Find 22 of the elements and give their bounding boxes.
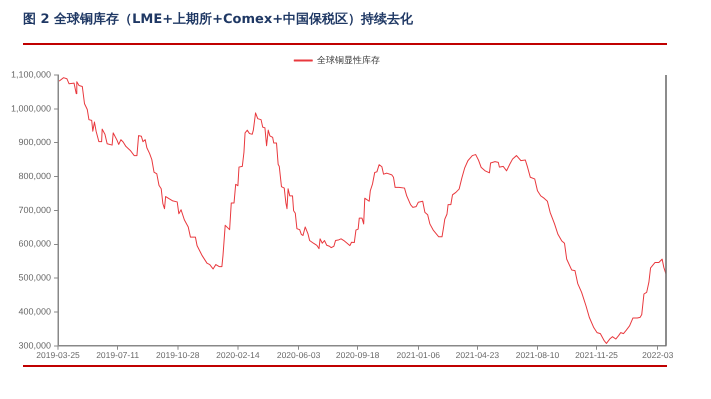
y-tick-label: 1,100,000 (10, 69, 52, 80)
x-tick-label: 2020-06-03 (276, 350, 321, 360)
chart-title: 图 2 全球铜库存（LME+上期所+Comex+中国保税区）持续去化 (23, 10, 414, 28)
x-tick-label: 2019-10-28 (156, 350, 200, 360)
x-tick-label: 2021-08-10 (516, 350, 560, 360)
x-tick-label: 2021-11-25 (575, 350, 618, 360)
legend-label: 全球铜显性库存 (316, 54, 380, 66)
y-tick-label: 300,000 (18, 340, 52, 350)
x-tick-label: 2020-02-14 (216, 350, 260, 360)
x-tick-label: 2021-04-23 (456, 350, 500, 360)
y-tick-label: 800,000 (18, 171, 52, 182)
x-tick-label: 2020-09-18 (336, 350, 380, 360)
x-tick-label: 2019-07-11 (96, 350, 140, 360)
y-tick-label: 400,000 (18, 306, 52, 316)
x-tick-label: 2019-03-25 (36, 350, 80, 360)
x-tick-label: 2021-01-06 (396, 350, 440, 360)
x-tick-label: 2022-03 (642, 350, 674, 360)
y-tick-label: 1,000,000 (10, 103, 52, 114)
y-tick-label: 900,000 (18, 137, 52, 148)
y-tick-label: 600,000 (18, 238, 52, 249)
y-tick-label: 700,000 (18, 204, 52, 215)
y-tick-label: 500,000 (18, 272, 52, 283)
